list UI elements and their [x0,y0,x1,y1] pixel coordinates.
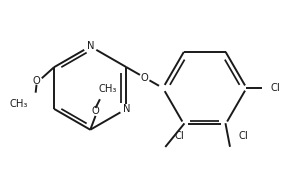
Text: O: O [92,106,99,116]
Text: CH₃: CH₃ [10,99,28,109]
Text: O: O [141,73,148,83]
Text: O: O [33,76,40,86]
Text: Cl: Cl [271,83,281,93]
Text: N: N [123,104,130,114]
Text: Cl: Cl [239,131,249,141]
Text: CH₃: CH₃ [98,84,117,94]
Text: Cl: Cl [175,131,184,141]
Text: N: N [86,41,94,51]
